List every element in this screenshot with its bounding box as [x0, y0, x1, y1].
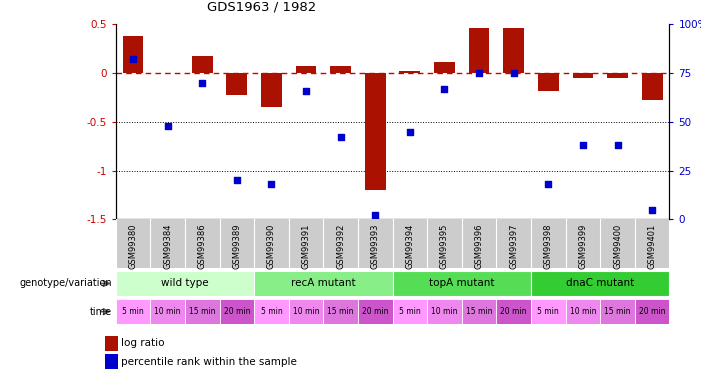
- Text: GSM99396: GSM99396: [475, 223, 484, 269]
- Text: 15 min: 15 min: [327, 307, 354, 316]
- Text: 15 min: 15 min: [189, 307, 215, 316]
- Text: GSM99380: GSM99380: [128, 223, 137, 269]
- Bar: [600, 299, 635, 324]
- Text: GSM99390: GSM99390: [267, 223, 276, 268]
- Bar: [393, 271, 531, 296]
- Bar: [150, 299, 185, 324]
- Text: genotype/variation: genotype/variation: [20, 279, 112, 288]
- Bar: [573, 73, 593, 78]
- Bar: [116, 219, 669, 268]
- Text: dnaC mutant: dnaC mutant: [566, 279, 634, 288]
- Text: 5 min: 5 min: [261, 307, 283, 316]
- Bar: [469, 28, 489, 73]
- Text: 5 min: 5 min: [538, 307, 559, 316]
- Point: [473, 70, 484, 76]
- Text: 10 min: 10 min: [570, 307, 596, 316]
- Point: [162, 123, 173, 129]
- Text: GSM99398: GSM99398: [544, 223, 553, 269]
- Bar: [642, 73, 662, 100]
- Bar: [254, 299, 289, 324]
- Text: GSM99393: GSM99393: [371, 223, 380, 269]
- Bar: [289, 299, 323, 324]
- Point: [646, 207, 658, 213]
- Bar: [538, 73, 559, 91]
- Bar: [462, 299, 496, 324]
- Text: 20 min: 20 min: [501, 307, 527, 316]
- Bar: [365, 73, 386, 190]
- Text: GSM99399: GSM99399: [578, 223, 587, 268]
- Text: 5 min: 5 min: [399, 307, 421, 316]
- Text: 15 min: 15 min: [466, 307, 492, 316]
- Text: GSM99386: GSM99386: [198, 223, 207, 269]
- Text: percentile rank within the sample: percentile rank within the sample: [121, 357, 297, 367]
- Bar: [219, 299, 254, 324]
- Bar: [123, 36, 144, 73]
- Bar: [566, 299, 600, 324]
- Text: wild type: wild type: [161, 279, 209, 288]
- Text: GSM99389: GSM99389: [232, 223, 241, 269]
- Bar: [503, 28, 524, 73]
- Point: [543, 181, 554, 187]
- Bar: [607, 73, 628, 78]
- Text: GSM99400: GSM99400: [613, 223, 622, 268]
- Text: GSM99394: GSM99394: [405, 223, 414, 268]
- Text: 10 min: 10 min: [293, 307, 319, 316]
- Text: 10 min: 10 min: [431, 307, 458, 316]
- Point: [612, 142, 623, 148]
- Text: 20 min: 20 min: [639, 307, 665, 316]
- Text: GSM99397: GSM99397: [509, 223, 518, 269]
- Bar: [330, 66, 351, 73]
- Bar: [185, 299, 219, 324]
- Bar: [192, 56, 212, 73]
- Point: [231, 177, 243, 183]
- Text: GDS1963 / 1982: GDS1963 / 1982: [207, 0, 316, 13]
- Point: [508, 70, 519, 76]
- Text: time: time: [90, 307, 112, 316]
- Point: [196, 80, 207, 86]
- Text: GSM99384: GSM99384: [163, 223, 172, 269]
- Bar: [254, 271, 393, 296]
- Bar: [323, 299, 358, 324]
- Bar: [226, 73, 247, 94]
- Point: [335, 135, 346, 141]
- Bar: [531, 271, 669, 296]
- Point: [128, 57, 139, 63]
- Bar: [393, 299, 427, 324]
- Text: recA mutant: recA mutant: [291, 279, 355, 288]
- Text: GSM99391: GSM99391: [301, 223, 311, 268]
- Bar: [358, 299, 393, 324]
- Point: [301, 88, 312, 94]
- Text: 20 min: 20 min: [224, 307, 250, 316]
- Text: 15 min: 15 min: [604, 307, 631, 316]
- Bar: [635, 299, 669, 324]
- Text: GSM99401: GSM99401: [648, 223, 657, 268]
- Point: [266, 181, 277, 187]
- Text: 10 min: 10 min: [154, 307, 181, 316]
- Bar: [296, 66, 316, 73]
- Text: log ratio: log ratio: [121, 338, 165, 348]
- Bar: [116, 271, 254, 296]
- Text: GSM99392: GSM99392: [336, 223, 345, 268]
- Point: [404, 129, 416, 135]
- Bar: [531, 299, 566, 324]
- Bar: [496, 299, 531, 324]
- Bar: [261, 73, 282, 107]
- Point: [369, 213, 381, 219]
- Bar: [400, 71, 421, 73]
- Text: topA mutant: topA mutant: [429, 279, 494, 288]
- Text: 5 min: 5 min: [122, 307, 144, 316]
- Bar: [116, 299, 150, 324]
- Point: [578, 142, 589, 148]
- Text: GSM99395: GSM99395: [440, 223, 449, 268]
- Point: [439, 86, 450, 92]
- Text: 20 min: 20 min: [362, 307, 388, 316]
- Bar: [434, 62, 455, 73]
- Bar: [427, 299, 462, 324]
